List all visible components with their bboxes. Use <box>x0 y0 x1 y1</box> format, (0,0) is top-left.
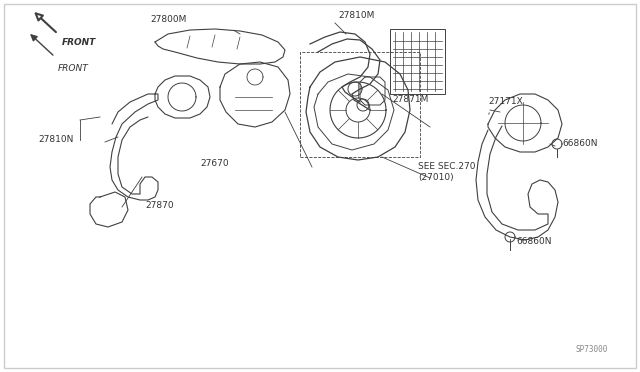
Text: 27810N: 27810N <box>38 135 74 144</box>
Text: 27810M: 27810M <box>338 12 374 20</box>
Bar <box>390 29 445 94</box>
Text: FRONT: FRONT <box>58 64 89 73</box>
Text: 66860N: 66860N <box>562 140 598 148</box>
Text: 27800M: 27800M <box>150 16 186 25</box>
Text: 66860N: 66860N <box>516 237 552 247</box>
Text: SEE SEC.270
(27010): SEE SEC.270 (27010) <box>418 162 476 182</box>
Text: 27171X: 27171X <box>488 97 523 106</box>
Text: 27871M: 27871M <box>392 96 428 105</box>
Text: FRONT: FRONT <box>62 38 96 47</box>
Text: 27870: 27870 <box>145 202 173 211</box>
Text: SP73000: SP73000 <box>575 345 607 354</box>
Text: 27670: 27670 <box>200 160 228 169</box>
